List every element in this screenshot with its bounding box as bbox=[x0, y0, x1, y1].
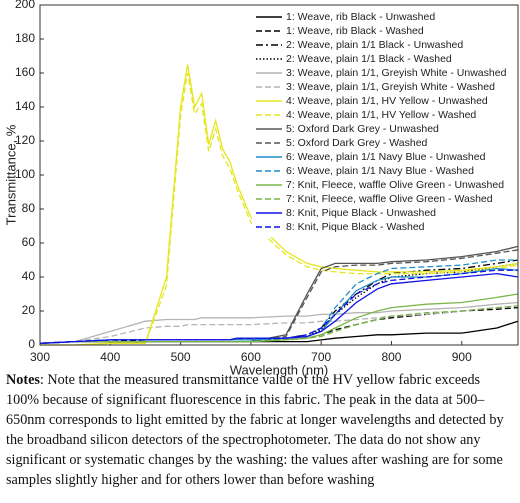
x-tick-label: 700 bbox=[311, 350, 331, 364]
legend-label: 4: Weave, plain 1/1, HV Yellow - Washed bbox=[286, 109, 476, 121]
notes: Notes: Note that the measured transmitta… bbox=[6, 370, 512, 490]
legend-label: 1: Weave, rib Black - Unwashed bbox=[286, 11, 435, 23]
notes-label: Notes bbox=[6, 372, 40, 388]
series-line bbox=[39, 301, 519, 344]
legend-label: 8: Knit, Pique Black - Washed bbox=[286, 221, 425, 233]
y-tick-label: 60 bbox=[22, 235, 36, 249]
legend-label: 2: Weave, plain 1/1 Black - Unwashed bbox=[286, 39, 463, 51]
legend-label: 7: Knit, Fleece, waffle Olive Green - Wa… bbox=[286, 193, 493, 205]
x-tick-label: 300 bbox=[30, 350, 50, 364]
legend-label: 7: Knit, Fleece, waffle Olive Green - Un… bbox=[286, 179, 504, 191]
x-tick-label: 800 bbox=[381, 350, 401, 364]
y-tick-label: 40 bbox=[22, 269, 36, 283]
legend-label: 4: Weave, plain 1/1, HV Yellow - Unwashe… bbox=[286, 95, 488, 107]
y-tick-label: 120 bbox=[15, 133, 35, 147]
legend-label: 5: Oxford Dark Grey - Unwashed bbox=[286, 123, 439, 135]
series-line bbox=[39, 305, 519, 344]
legend-label: 5: Oxford Dark Grey - Washed bbox=[286, 137, 428, 149]
y-tick-label: 20 bbox=[22, 303, 36, 317]
legend-label: 6: Weave, plain 1/1 Navy Blue - Unwashed bbox=[286, 151, 486, 163]
y-tick-label: 0 bbox=[28, 337, 35, 351]
series-line bbox=[39, 249, 519, 344]
x-tick-label: 600 bbox=[241, 350, 261, 364]
y-tick-label: 200 bbox=[15, 0, 35, 11]
series-line bbox=[39, 269, 518, 344]
legend-label: 3: Weave, plain 1/1, Greyish White - Was… bbox=[286, 81, 495, 93]
y-tick-label: 80 bbox=[22, 201, 36, 215]
x-tick-label: 400 bbox=[100, 350, 120, 364]
legend-label: 8: Knit, Pique Black - Unwashed bbox=[286, 207, 436, 219]
series-line bbox=[39, 259, 519, 344]
plot-frame bbox=[39, 4, 519, 346]
y-axis-label: Transmittance, % bbox=[3, 124, 18, 225]
y-tick-label: 160 bbox=[15, 65, 35, 79]
x-axis-label: Wavelength (nm) bbox=[230, 362, 329, 377]
y-tick-label: 100 bbox=[15, 167, 35, 181]
legend-label: 6: Weave, plain 1/1 Navy Blue - Washed bbox=[286, 165, 474, 177]
y-tick-label: 140 bbox=[15, 99, 35, 113]
y-tick-label: 180 bbox=[15, 31, 35, 45]
series-line bbox=[40, 72, 519, 346]
legend-label: 3: Weave, plain 1/1, Greyish White - Unw… bbox=[286, 67, 507, 79]
series-line bbox=[40, 64, 519, 346]
x-tick-label: 900 bbox=[452, 350, 472, 364]
x-tick-label: 500 bbox=[171, 350, 191, 364]
legend-label: 2: Weave, plain 1/1 Black - Washed bbox=[286, 53, 452, 65]
series-line bbox=[39, 245, 519, 344]
legend-box bbox=[252, 9, 516, 237]
notes-text: : Note that the measured transmittance v… bbox=[6, 372, 504, 488]
series-line bbox=[39, 267, 519, 344]
legend-label: 1: Weave, rib Black - Washed bbox=[286, 25, 424, 37]
